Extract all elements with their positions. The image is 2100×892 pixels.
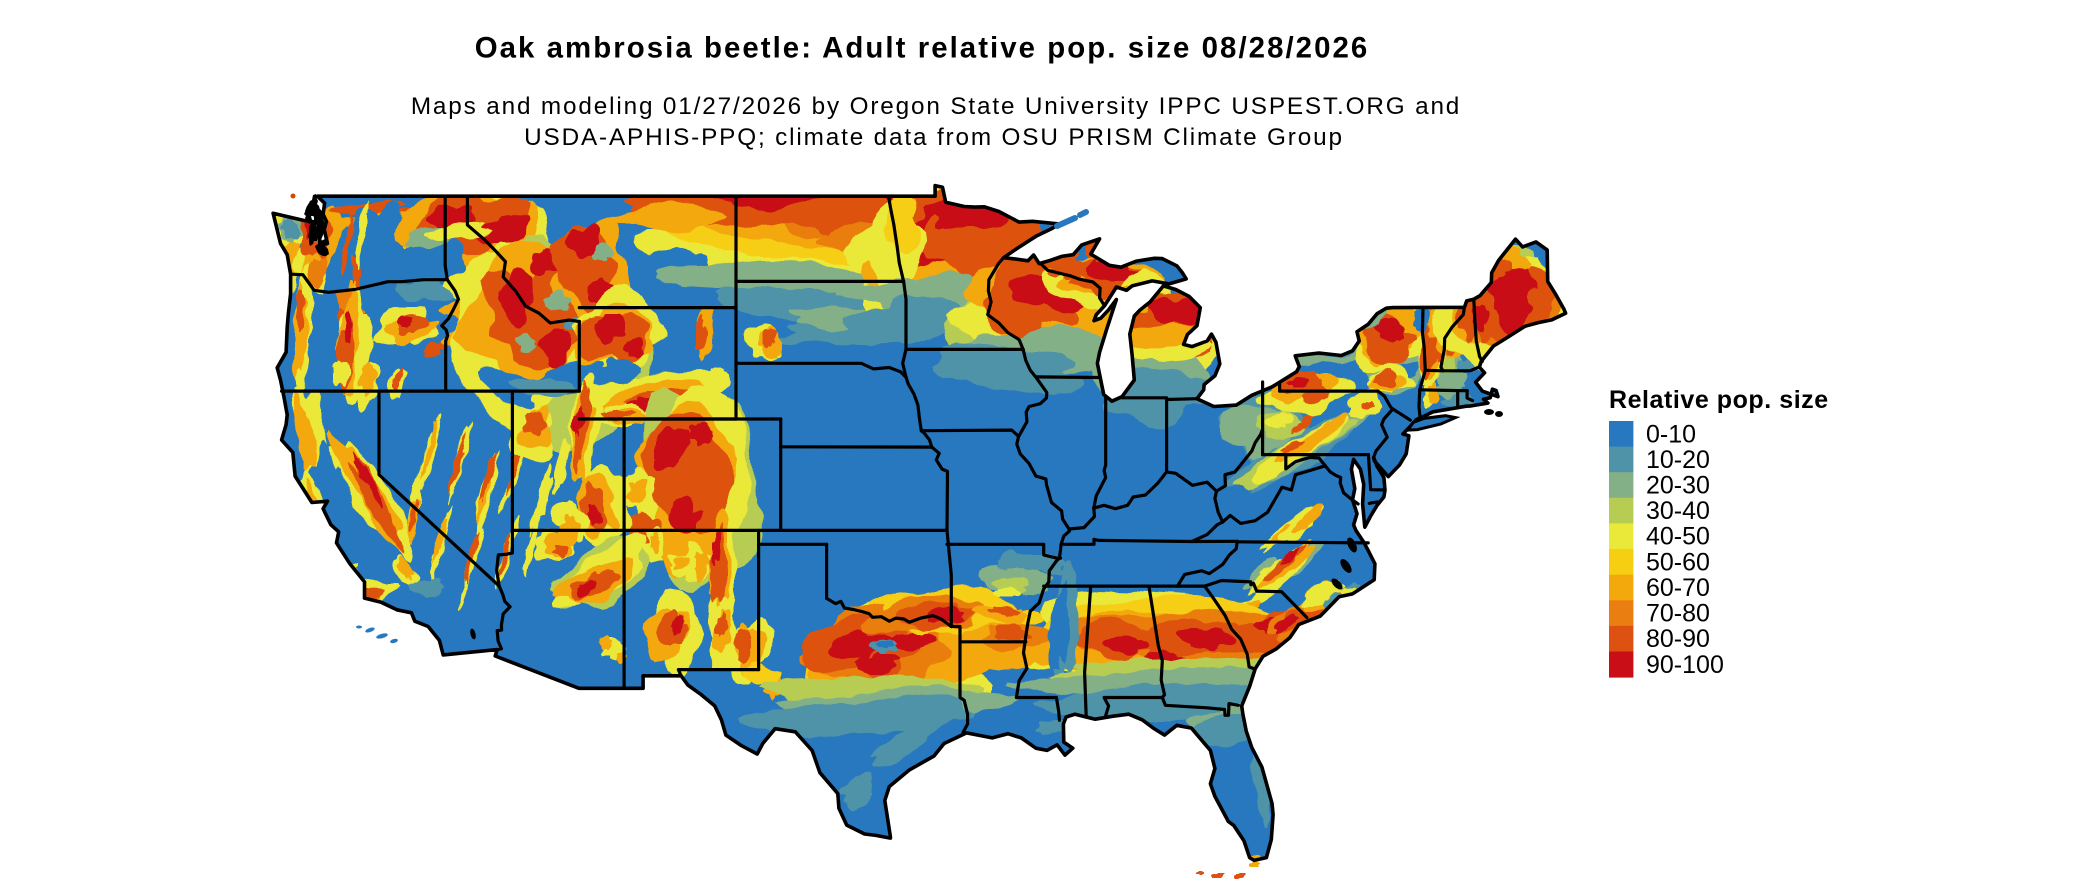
svg-text:90-100: 90-100 xyxy=(1646,651,1724,679)
svg-text:Relative pop. size: Relative pop. size xyxy=(1609,386,1829,414)
svg-text:0-10: 0-10 xyxy=(1646,420,1696,448)
svg-text:20-30: 20-30 xyxy=(1646,472,1710,500)
svg-text:80-90: 80-90 xyxy=(1646,625,1710,653)
svg-text:USDA-APHIS-PPQ; climate data f: USDA-APHIS-PPQ; climate data from OSU PR… xyxy=(524,124,1344,151)
svg-text:10-20: 10-20 xyxy=(1646,446,1710,474)
svg-text:60-70: 60-70 xyxy=(1646,574,1710,602)
svg-text:70-80: 70-80 xyxy=(1646,600,1710,628)
svg-text:40-50: 40-50 xyxy=(1646,523,1710,551)
svg-text:Oak ambrosia beetle: Adult rel: Oak ambrosia beetle: Adult relative pop.… xyxy=(475,32,1370,65)
svg-text:50-60: 50-60 xyxy=(1646,548,1710,576)
svg-text:30-40: 30-40 xyxy=(1646,497,1710,525)
svg-text:Maps and modeling 01/27/2026 b: Maps and modeling 01/27/2026 by Oregon S… xyxy=(411,93,1461,120)
